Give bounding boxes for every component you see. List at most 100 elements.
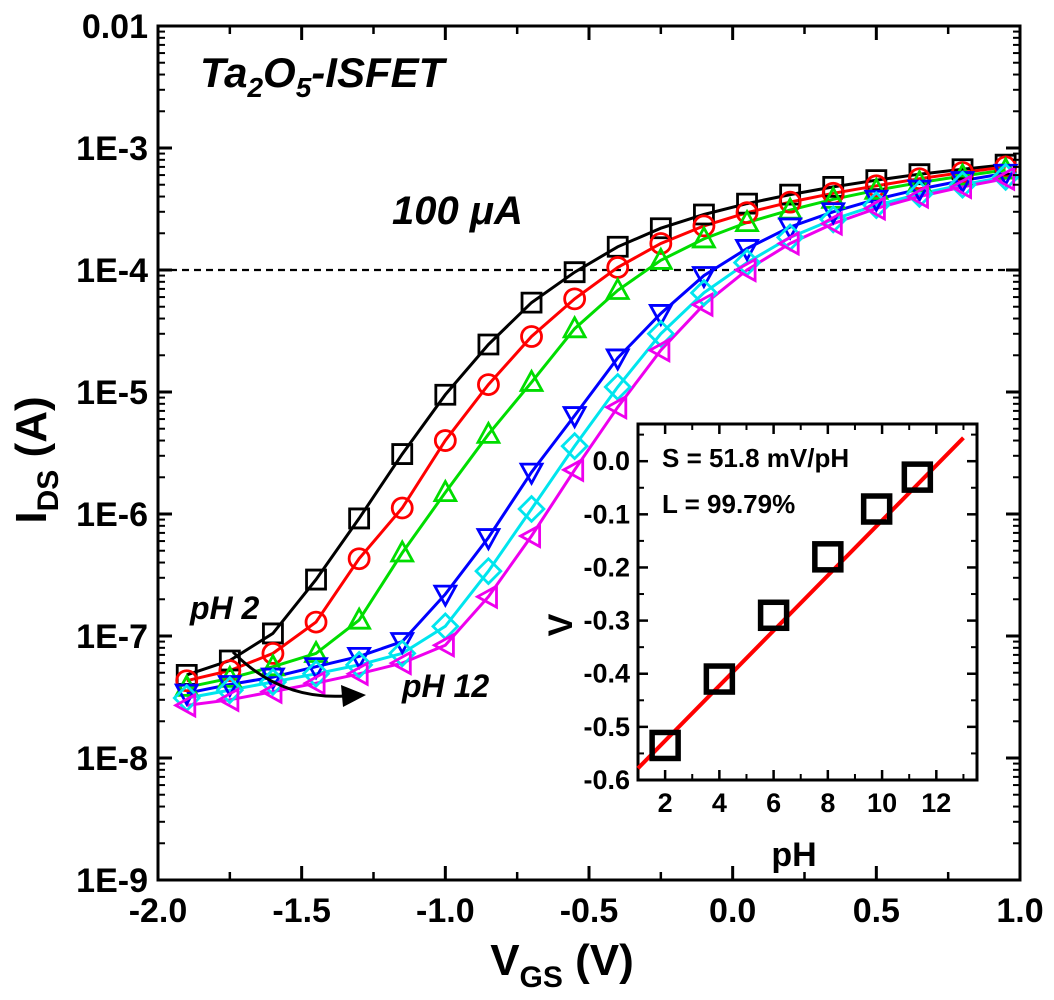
data-point-ph-4 (304, 610, 328, 634)
inset-x-tick-label: 8 (820, 788, 835, 818)
data-point-ph-2 (305, 568, 327, 591)
y-tick-label: 1E-9 (76, 862, 148, 900)
chart-title: Ta2O5-ISFET (200, 49, 448, 103)
inset-y-tick-label: -0.5 (583, 712, 630, 742)
data-point-ph-12 (862, 195, 886, 222)
series-line-ph-4 (186, 165, 1006, 683)
data-point-ph-12 (172, 692, 197, 719)
data-point-ph-6 (949, 162, 976, 186)
data-point-ph-6 (432, 478, 459, 502)
data-point-ph-10 (344, 650, 374, 680)
inset-x-tick-label: 12 (921, 788, 951, 818)
data-point-ph-12 (302, 670, 326, 697)
data-point-ph-10 (301, 659, 331, 689)
inset-data-point (649, 729, 681, 762)
data-point-ph-8 (475, 528, 502, 552)
inset-data-point (901, 461, 934, 493)
data-point-ph-6 (475, 420, 502, 444)
data-point-ph-4 (477, 373, 500, 396)
inset-data-point (812, 541, 844, 573)
data-point-ph-2 (391, 443, 414, 465)
y-tick-label: 1E-4 (76, 252, 148, 290)
y-tick-label: 1E-8 (76, 740, 148, 778)
inset-x-tick-label: 6 (766, 788, 781, 818)
inset-data-point (860, 493, 893, 525)
data-point-ph-4 (520, 325, 543, 348)
inset-y-tick-label: 0.0 (592, 446, 630, 476)
data-point-ph-8 (518, 462, 545, 487)
data-point-ph-12 (819, 210, 843, 237)
data-point-ph-10 (474, 556, 503, 586)
data-point-ph-6 (734, 208, 760, 232)
inset-data-point (703, 663, 736, 695)
data-point-ph-2 (348, 507, 371, 530)
data-point-ph-10 (603, 372, 633, 402)
data-point-ph-8 (432, 584, 459, 609)
data-point-ph-12 (905, 183, 929, 210)
data-point-ph-4 (908, 167, 931, 191)
data-point-ph-10 (387, 639, 417, 668)
x-tick-label: 0.0 (709, 892, 756, 930)
data-point-ph-6 (260, 652, 286, 677)
data-point-ph-12 (948, 174, 973, 200)
data-point-ph-2 (606, 235, 629, 258)
inset-y-axis-title: V (542, 613, 580, 636)
inset-sensitivity-annotation: S = 51.8 mV/pH (662, 443, 849, 473)
data-point-ph-8 (734, 239, 760, 263)
ph-direction-arrow (231, 650, 346, 698)
data-point-ph-12 (345, 660, 369, 687)
data-point-ph-4 (175, 669, 199, 693)
data-point-ph-8 (648, 304, 674, 328)
data-point-ph-12 (259, 678, 283, 705)
data-point-ph-12 (690, 291, 714, 318)
data-point-ph-4 (218, 659, 242, 683)
data-point-ph-6 (691, 225, 717, 249)
data-point-ph-4 (261, 642, 285, 665)
x-tick-label: -0.5 (560, 892, 619, 930)
y-tick-label: 1E-6 (76, 496, 148, 534)
data-point-ph-2 (520, 291, 543, 314)
data-point-ph-6 (518, 368, 545, 392)
data-point-ph-12 (647, 337, 671, 364)
data-point-ph-8 (604, 348, 631, 372)
data-point-ph-6 (389, 539, 416, 563)
data-point-ph-12 (991, 165, 1016, 192)
data-point-ph-8 (389, 632, 416, 656)
data-point-ph-8 (691, 266, 717, 290)
main-y-ticks: 1E-9 1E-8 1E-7 1E-6 1E-5 1E-4 1E-3 0.01 (76, 8, 1020, 900)
ph-start-label: pH 2 (189, 590, 260, 626)
data-point-ph-6 (346, 606, 372, 630)
data-point-ph-12 (560, 457, 585, 483)
data-point-ph-10 (517, 494, 546, 524)
y-tick-label: 1E-5 (76, 374, 148, 412)
data-point-ph-4 (390, 496, 414, 520)
main-plot (158, 153, 1020, 719)
inset-x-axis-title: pH (771, 836, 816, 874)
inset-y-tick-label: -0.3 (583, 606, 630, 636)
y-tick-label: 1E-7 (76, 618, 148, 656)
x-axis-title: VGS (V) (490, 936, 634, 994)
x-tick-label: 0.5 (853, 892, 900, 930)
x-tick-label: -1.5 (272, 892, 331, 930)
data-point-ph-10 (215, 675, 245, 705)
inset-x-tick-label: 4 (712, 788, 727, 818)
inset-y-tick-label: -0.6 (583, 765, 630, 795)
data-point-ph-10 (646, 319, 676, 349)
inset-x-tick-label: 10 (867, 788, 897, 818)
data-point-ph-12 (388, 650, 412, 676)
data-point-ph-2 (262, 622, 284, 645)
inset-x-tick-label: 2 (658, 788, 673, 818)
data-point-ph-4 (778, 190, 802, 214)
ph-direction-arrowhead (341, 685, 366, 707)
inset-y-tick-label: -0.4 (583, 659, 630, 689)
data-point-ph-12 (733, 257, 757, 283)
inset-fit-line (636, 436, 965, 770)
inset-y-tick-label: -0.1 (583, 499, 630, 529)
data-point-ph-2 (563, 261, 586, 284)
data-point-ph-10 (689, 278, 719, 308)
data-point-ph-12 (517, 523, 542, 549)
data-point-ph-4 (735, 201, 759, 225)
data-point-ph-10 (560, 431, 589, 461)
data-point-ph-4 (347, 547, 371, 571)
